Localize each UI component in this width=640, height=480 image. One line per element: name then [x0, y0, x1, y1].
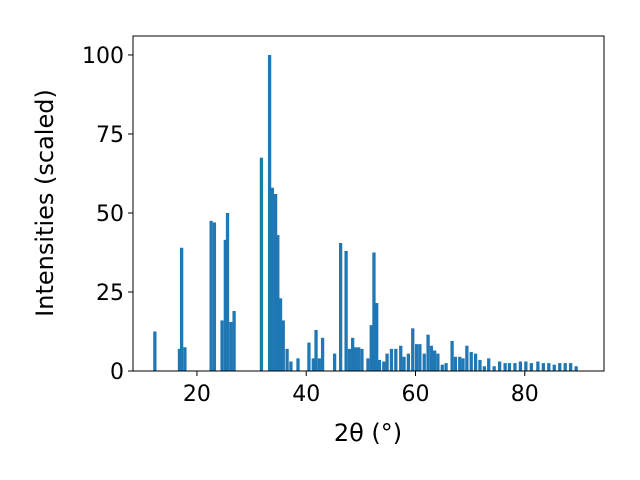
bar [307, 342, 311, 371]
x-tick-label: 60 [401, 382, 429, 407]
y-tick-label: 0 [110, 360, 124, 385]
bar [344, 250, 348, 371]
bar [220, 320, 224, 371]
bar [377, 359, 382, 371]
bar [406, 353, 411, 371]
bar [498, 361, 502, 371]
bar [285, 348, 289, 371]
bar [311, 358, 315, 371]
bar [223, 239, 227, 371]
x-tick-label: 40 [292, 382, 320, 407]
bar [558, 363, 562, 371]
bar [177, 348, 182, 371]
bar [411, 328, 415, 371]
bar [492, 366, 496, 371]
bar [385, 353, 389, 371]
bar [375, 303, 379, 371]
bar [524, 361, 528, 371]
bar [389, 348, 394, 371]
bar [278, 298, 283, 371]
bar [320, 337, 325, 371]
bar [547, 363, 551, 371]
bar [429, 345, 433, 371]
plot-area-frame [132, 35, 605, 372]
bar [372, 252, 376, 371]
bar [212, 222, 217, 371]
y-tick-label: 75 [96, 123, 124, 148]
bar [259, 157, 264, 371]
bar [536, 361, 540, 371]
bar [563, 363, 567, 371]
bar [209, 220, 213, 371]
bar-series [153, 54, 578, 372]
bar [518, 361, 523, 371]
bar [458, 356, 462, 371]
bar [225, 212, 230, 371]
bar [276, 235, 280, 371]
bar [351, 337, 355, 371]
x-axis-label: 2θ (°) [334, 419, 402, 447]
bar [394, 348, 398, 371]
bar [432, 350, 437, 371]
bar [273, 194, 278, 371]
y-axis-ticks: 0 25 50 75 100 [82, 44, 133, 385]
bar [574, 366, 578, 371]
bar [487, 358, 491, 371]
bar [529, 363, 533, 371]
x-tick-label: 80 [511, 382, 539, 407]
bar [418, 344, 422, 371]
bar [436, 353, 440, 371]
bar [267, 54, 272, 372]
bar [270, 187, 274, 371]
bar [153, 331, 157, 371]
bar [360, 348, 364, 371]
bar [281, 320, 285, 371]
bar [426, 334, 430, 371]
y-tick-label: 25 [96, 281, 124, 306]
bar [440, 364, 444, 371]
bar [382, 361, 386, 371]
bar [552, 364, 556, 371]
bar [179, 247, 184, 371]
bar [296, 358, 300, 371]
bar [507, 363, 512, 371]
bar [503, 363, 507, 371]
bar [513, 363, 517, 371]
x-tick-label: 20 [183, 382, 211, 407]
bar [357, 347, 361, 371]
bar [469, 352, 473, 371]
bar [478, 359, 482, 371]
bar [473, 353, 478, 371]
bar [232, 310, 236, 371]
bar [414, 344, 419, 371]
bar [229, 322, 233, 371]
bar [369, 325, 373, 371]
bar [183, 347, 187, 371]
bar [314, 329, 318, 371]
y-tick-label: 100 [82, 44, 124, 69]
y-axis-label: Intensities (scaled) [31, 89, 59, 317]
y-tick-label: 50 [96, 202, 124, 227]
bar [399, 345, 403, 371]
bar [422, 353, 426, 371]
bar [289, 361, 293, 371]
bar [569, 363, 573, 371]
bar [450, 340, 454, 371]
bar [317, 358, 321, 371]
x-axis-ticks: 20 40 60 80 [183, 371, 539, 407]
bar [444, 363, 448, 371]
bar [338, 243, 343, 371]
bar [482, 366, 486, 371]
bar [465, 345, 469, 371]
bar [332, 353, 337, 371]
bar [347, 348, 352, 371]
bar [353, 347, 358, 371]
bar [402, 356, 406, 371]
bar [461, 358, 465, 371]
bar [366, 358, 370, 371]
bar [453, 356, 458, 371]
bar [541, 363, 545, 371]
